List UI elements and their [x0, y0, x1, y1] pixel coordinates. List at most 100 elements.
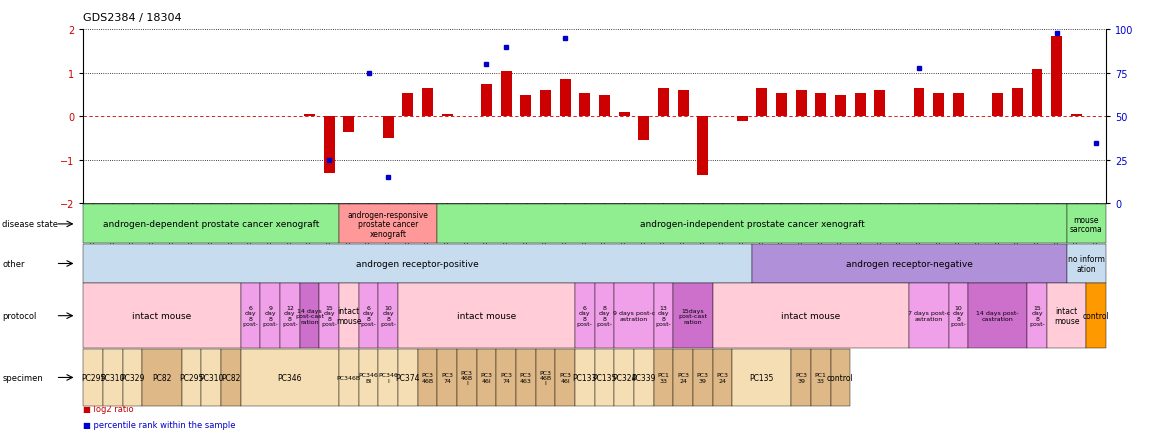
Text: 6
day
8
post-: 6 day 8 post- — [577, 306, 593, 326]
Text: other: other — [2, 260, 24, 268]
Bar — [344, 117, 354, 132]
Bar — [874, 91, 885, 117]
Text: PC374: PC374 — [396, 373, 420, 382]
Bar — [441, 115, 453, 117]
Text: 14 days post-
castration: 14 days post- castration — [976, 311, 1019, 321]
Bar — [835, 95, 845, 117]
Bar — [677, 91, 689, 117]
Text: ■ percentile rank within the sample: ■ percentile rank within the sample — [83, 420, 236, 429]
Text: 15days
post-cast
ration: 15days post-cast ration — [679, 308, 708, 324]
Bar — [638, 117, 650, 141]
Text: 8
day
8
post-: 8 day 8 post- — [596, 306, 613, 326]
Text: control: control — [827, 373, 853, 382]
Text: PC310: PC310 — [199, 373, 223, 382]
Text: 10
day
8
post-: 10 day 8 post- — [380, 306, 396, 326]
Text: intact
mouse: intact mouse — [1054, 307, 1079, 325]
Text: disease state: disease state — [2, 220, 58, 229]
Bar — [422, 89, 433, 117]
Text: 10
day
8
post-: 10 day 8 post- — [951, 306, 966, 326]
Bar — [579, 93, 591, 117]
Text: PC3
46B: PC3 46B — [422, 372, 433, 383]
Text: PC1
33: PC1 33 — [815, 372, 827, 383]
Text: PC82: PC82 — [221, 373, 241, 382]
Bar — [933, 93, 944, 117]
Text: PC3
46I: PC3 46I — [559, 372, 571, 383]
Text: intact mouse: intact mouse — [132, 312, 192, 320]
Bar — [914, 89, 924, 117]
Bar — [658, 89, 669, 117]
Text: 15
day
8
post-: 15 day 8 post- — [321, 306, 337, 326]
Text: PC3
24: PC3 24 — [717, 372, 728, 383]
Bar — [324, 117, 335, 174]
Text: PC346: PC346 — [278, 373, 302, 382]
Text: 6
day
8
post-: 6 day 8 post- — [360, 306, 376, 326]
Bar — [383, 117, 394, 139]
Text: 6
day
8
post-: 6 day 8 post- — [242, 306, 258, 326]
Text: no inform
ation: no inform ation — [1068, 255, 1105, 273]
Text: PC3
39: PC3 39 — [697, 372, 709, 383]
Text: PC3
463: PC3 463 — [520, 372, 532, 383]
Bar — [1012, 89, 1023, 117]
Text: 14 days
post-cast
ration: 14 days post-cast ration — [295, 308, 324, 324]
Text: androgen-independent prostate cancer xenograft: androgen-independent prostate cancer xen… — [639, 220, 864, 229]
Bar — [305, 115, 315, 117]
Text: PC339: PC339 — [631, 373, 657, 382]
Bar — [796, 91, 806, 117]
Bar — [618, 113, 630, 117]
Text: PC346B: PC346B — [337, 375, 361, 380]
Text: PC135: PC135 — [592, 373, 617, 382]
Bar — [520, 95, 532, 117]
Text: PC1
33: PC1 33 — [658, 372, 669, 383]
Bar — [736, 117, 748, 122]
Text: protocol: protocol — [2, 312, 37, 320]
Bar — [815, 93, 826, 117]
Bar — [500, 72, 512, 117]
Text: PC295: PC295 — [179, 373, 204, 382]
Text: ■ log2 ratio: ■ log2 ratio — [83, 404, 134, 413]
Text: 9 days post-c
astration: 9 days post-c astration — [613, 311, 655, 321]
Bar — [481, 85, 492, 117]
Text: PC3
24: PC3 24 — [677, 372, 689, 383]
Bar — [540, 91, 551, 117]
Text: PC295: PC295 — [81, 373, 105, 382]
Text: specimen: specimen — [2, 373, 43, 382]
Text: androgen-dependent prostate cancer xenograft: androgen-dependent prostate cancer xenog… — [103, 220, 320, 229]
Bar — [776, 93, 786, 117]
Text: 12
day
8
post-: 12 day 8 post- — [281, 306, 298, 326]
Text: PC346
BI: PC346 BI — [359, 372, 379, 383]
Text: PC133: PC133 — [572, 373, 598, 382]
Text: androgen receptor-positive: androgen receptor-positive — [357, 260, 479, 268]
Text: PC3
46B
I: PC3 46B I — [540, 370, 551, 385]
Text: intact mouse: intact mouse — [457, 312, 516, 320]
Text: 15
day
8
post-: 15 day 8 post- — [1029, 306, 1045, 326]
Bar — [855, 93, 865, 117]
Text: intact
mouse: intact mouse — [336, 307, 361, 325]
Bar — [1071, 115, 1082, 117]
Bar — [953, 93, 963, 117]
Text: intact mouse: intact mouse — [782, 312, 841, 320]
Text: PC3
46B
I: PC3 46B I — [461, 370, 472, 385]
Text: PC3
74: PC3 74 — [500, 372, 512, 383]
Bar — [559, 80, 571, 117]
Text: PC310: PC310 — [101, 373, 125, 382]
Text: GDS2384 / 18304: GDS2384 / 18304 — [83, 13, 182, 23]
Text: 13
day
8
post-: 13 day 8 post- — [655, 306, 672, 326]
Bar — [992, 93, 1003, 117]
Text: PC3
39: PC3 39 — [796, 372, 807, 383]
Text: 7 days post-c
astration: 7 days post-c astration — [908, 311, 950, 321]
Text: PC329: PC329 — [120, 373, 145, 382]
Bar — [403, 93, 413, 117]
Bar — [756, 89, 768, 117]
Text: PC324: PC324 — [611, 373, 636, 382]
Text: androgen receptor-negative: androgen receptor-negative — [845, 260, 973, 268]
Bar — [599, 95, 610, 117]
Text: PC135: PC135 — [749, 373, 774, 382]
Text: PC3
74: PC3 74 — [441, 372, 453, 383]
Text: 9
day
8
post-: 9 day 8 post- — [262, 306, 278, 326]
Text: mouse
sarcoma: mouse sarcoma — [1070, 215, 1102, 233]
Text: PC346
I: PC346 I — [379, 372, 398, 383]
Text: androgen-responsive
prostate cancer
xenograft: androgen-responsive prostate cancer xeno… — [347, 210, 428, 239]
Bar — [1032, 69, 1042, 117]
Bar — [697, 117, 709, 176]
Bar — [1051, 37, 1062, 117]
